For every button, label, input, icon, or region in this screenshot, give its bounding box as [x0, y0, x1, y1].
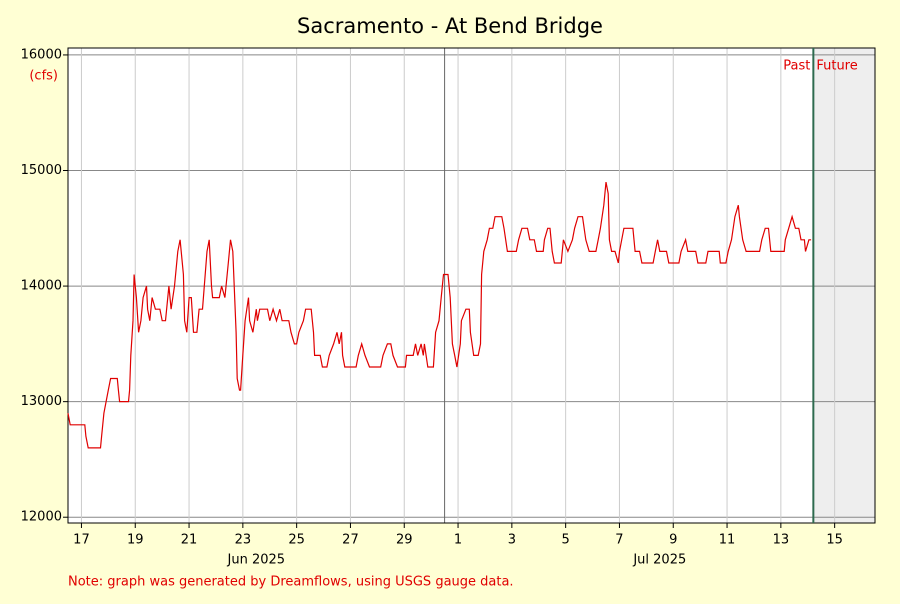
x-tick-label: 27	[342, 533, 359, 548]
month-label: Jun 2025	[227, 553, 286, 568]
x-tick-label: 11	[719, 533, 736, 548]
plot-frame	[67, 47, 876, 524]
flow-line	[67, 181, 812, 449]
x-tick-label: 3	[508, 533, 516, 548]
y-axis-label: (cfs)	[29, 69, 58, 84]
plot-area	[68, 48, 875, 523]
x-tick-label: 1	[454, 533, 462, 548]
x-tick-label: 7	[615, 533, 623, 548]
y-tick-label: 15000	[21, 163, 62, 178]
x-tick-label: 5	[562, 533, 570, 548]
x-tick-label: 23	[235, 533, 252, 548]
x-tick-label: 15	[826, 533, 843, 548]
y-tick-label: 14000	[21, 279, 62, 294]
x-tick-label: 17	[73, 533, 90, 548]
y-tick-label: 16000	[21, 47, 62, 62]
future-region	[813, 48, 875, 523]
note: Note: graph was generated by Dreamflows,…	[68, 575, 514, 590]
chart-title: Sacramento - At Bend Bridge	[297, 14, 603, 38]
x-tick-label: 9	[669, 533, 677, 548]
x-tick-label: 21	[181, 533, 198, 548]
past-label: Past	[783, 59, 810, 74]
y-tick-label: 12000	[21, 510, 62, 525]
x-tick-label: 25	[288, 533, 305, 548]
future-label: Future	[816, 59, 857, 74]
month-label: Jul 2025	[632, 553, 686, 568]
x-tick-label: 19	[127, 533, 144, 548]
y-tick-label: 13000	[21, 394, 62, 409]
x-tick-label: 13	[773, 533, 790, 548]
x-tick-label: 29	[396, 533, 413, 548]
